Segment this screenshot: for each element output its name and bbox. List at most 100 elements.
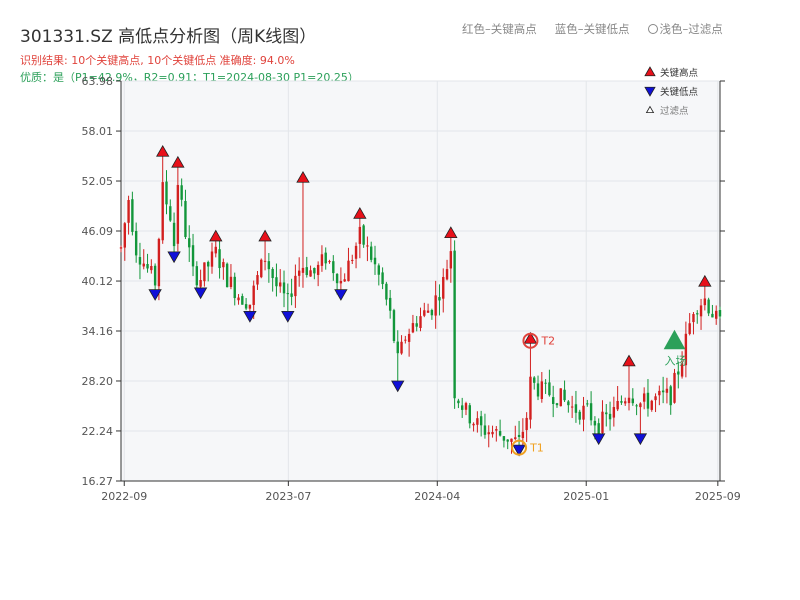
candle-body	[426, 310, 430, 313]
candle-body	[464, 403, 468, 410]
key-low-marker	[167, 251, 181, 264]
key-low-marker	[591, 433, 606, 446]
top-legend-light: 浅色–过滤点	[659, 22, 723, 36]
candle-body	[483, 425, 487, 435]
legend-label: 过滤点	[660, 105, 689, 117]
candle-body	[150, 265, 153, 271]
y-tick-label: 40.12	[82, 275, 114, 288]
candle-body	[134, 231, 138, 256]
candle-body	[468, 405, 471, 424]
candle-body	[127, 200, 130, 223]
candles	[119, 153, 722, 454]
candle-body	[373, 257, 377, 265]
candle-body	[517, 434, 521, 438]
y-tick-label: 63.98	[82, 75, 114, 88]
result-line: 识别结果: 10个关键高点, 10个关键低点 准确度: 94.0%	[20, 54, 295, 67]
candle-body	[567, 401, 570, 406]
candle-body	[131, 199, 134, 232]
candle-body	[354, 245, 358, 259]
candle-body	[559, 388, 562, 407]
candle-body	[703, 298, 707, 306]
key-low-marker	[281, 311, 295, 323]
candle-body	[548, 382, 551, 396]
candle-body	[214, 246, 217, 254]
y-tick-label: 22.24	[82, 425, 114, 438]
candle-body	[711, 313, 714, 318]
candle-body	[195, 266, 199, 286]
candle-body	[191, 245, 195, 267]
key-high-marker	[156, 144, 170, 157]
candle-body	[343, 279, 346, 282]
candle-body	[514, 437, 517, 440]
legend-label: 关键低点	[660, 86, 699, 98]
candle-body	[335, 273, 339, 284]
candle-body	[574, 404, 578, 413]
legend-marker	[644, 86, 656, 97]
x-tick-label: 2025-01	[563, 490, 609, 503]
key-high-marker	[353, 207, 367, 219]
candle-body	[396, 341, 399, 354]
candle-body	[688, 323, 691, 334]
candle-body	[206, 261, 210, 267]
candle-body	[476, 418, 479, 425]
candle-body	[650, 400, 653, 410]
candle-body	[658, 390, 661, 396]
candle-body	[699, 305, 703, 317]
candle-body	[423, 310, 426, 316]
candle-body	[294, 275, 297, 297]
t1-marker	[511, 439, 528, 456]
candle-body	[442, 276, 445, 299]
candle-body	[404, 339, 407, 341]
legend-label: 关键高点	[660, 67, 699, 79]
candle-body	[180, 185, 183, 200]
legend-marker	[644, 66, 656, 77]
light-circle-icon	[647, 24, 658, 34]
t2-label: T2	[540, 335, 555, 348]
candle-body	[498, 431, 502, 436]
key-low-marker	[334, 289, 348, 301]
candle-body	[210, 251, 214, 267]
candle-body	[328, 261, 331, 263]
candle-body	[267, 261, 271, 270]
candle-body	[244, 304, 248, 309]
candle-body	[260, 259, 263, 278]
candle-body	[176, 184, 180, 244]
candle-body	[495, 429, 498, 431]
key-high-marker	[698, 274, 712, 287]
candle-body	[313, 268, 316, 274]
candle-body	[370, 246, 373, 260]
candle-body	[453, 250, 456, 399]
key-low-marker	[391, 380, 405, 393]
candle-body	[358, 226, 362, 244]
candle-body	[271, 269, 274, 279]
candle-body	[430, 310, 434, 316]
candle-body	[589, 403, 593, 421]
key-low-marker	[633, 433, 648, 446]
candle-body	[297, 270, 301, 276]
candle-body	[165, 181, 168, 205]
candle-body	[415, 323, 418, 327]
candle-body	[377, 265, 380, 275]
candle-body	[332, 261, 335, 274]
candle-body	[237, 297, 240, 301]
candle-body	[275, 277, 278, 287]
t1-label: T1	[529, 442, 544, 455]
candle-body	[316, 264, 320, 275]
candle-body	[419, 316, 422, 328]
candle-body	[665, 388, 669, 393]
candle-body	[620, 401, 623, 403]
y-tick-label: 52.05	[82, 175, 114, 188]
candle-body	[536, 383, 540, 397]
candle-body	[385, 283, 388, 300]
candle-body	[218, 249, 221, 269]
candle-body	[544, 382, 547, 384]
candle-body	[627, 397, 631, 404]
candle-body	[438, 297, 441, 301]
candle-body	[286, 293, 290, 295]
candle-body	[222, 262, 225, 268]
candle-body	[161, 182, 164, 241]
key-low-marker	[148, 289, 162, 301]
candle-body	[718, 310, 722, 317]
candle-body	[646, 392, 650, 409]
